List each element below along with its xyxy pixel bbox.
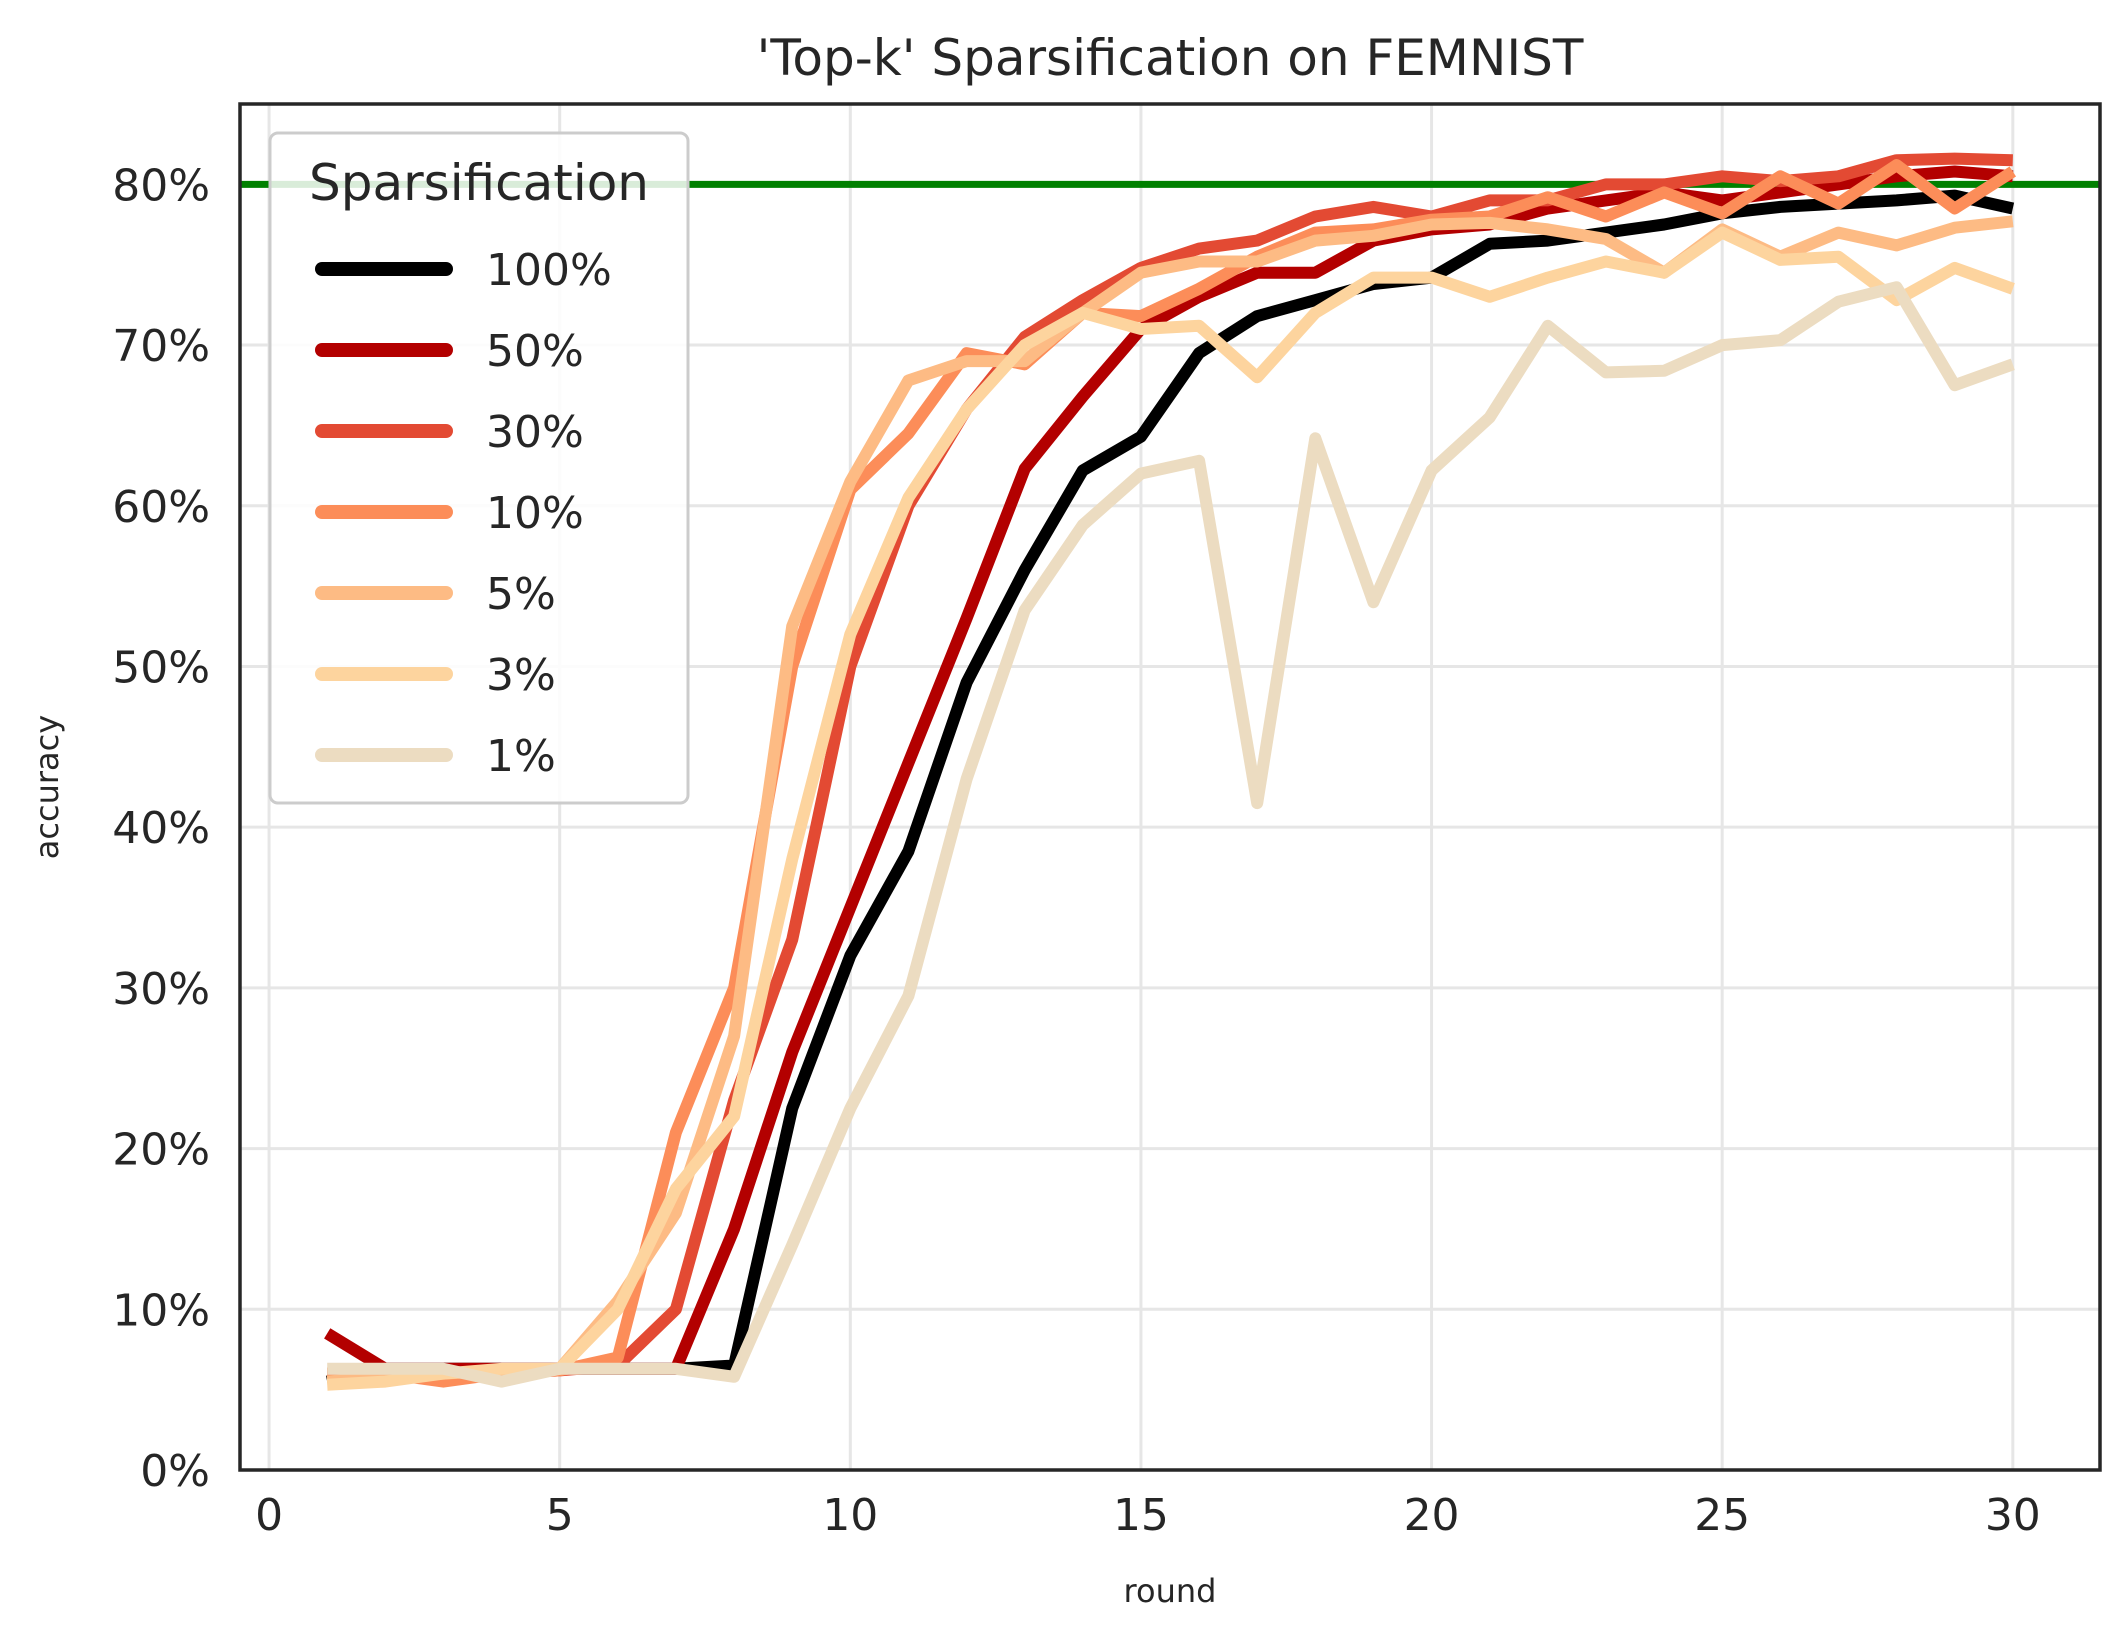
y-tick-label-60%: 60% [112,482,210,533]
legend-title: Sparsification [309,154,649,212]
series-line-3pct [326,226,2015,1391]
x-tick-label-15: 15 [1113,1490,1169,1541]
plot-frame [238,102,2102,1472]
y-tick-label-20%: 20% [112,1125,210,1176]
series-line-1pct [327,281,2015,1388]
y-tick-label-50%: 50% [112,642,210,693]
legend-label-10pct: 10% [486,488,584,539]
legend-label-3pct: 3% [486,650,556,701]
y-tick-label-80%: 80% [112,160,210,211]
x-tick-label-25: 25 [1694,1490,1750,1541]
x-axis-label: round [1124,1572,1217,1610]
y-tick-label-30%: 30% [112,964,210,1015]
legend-label-5pct: 5% [486,569,556,620]
legend-label-30pct: 30% [486,407,584,458]
legend-label-1pct: 1% [486,731,556,782]
x-tick-label-20: 20 [1404,1490,1460,1541]
series-line-10pct [327,159,2017,1388]
y-tick-label-70%: 70% [112,321,210,372]
x-tick-label-0: 0 [255,1490,283,1541]
x-tick-label-30: 30 [1985,1490,2041,1541]
legend-label-100pct: 100% [486,245,612,296]
legend-items: 100% 50% 30% 10% 5% 3% 1% [315,245,612,782]
y-tick-label-40%: 40% [112,803,210,854]
chart-title: 'Top-k' Sparsification on FEMNIST [757,29,1584,87]
y-tick-label-10%: 10% [112,1285,210,1336]
y-tick-labels: 0% 10% 20% 30% 40% 50% 60% 70% 80% [112,160,210,1497]
legend: Sparsification 100% 50% 30% 10% 5% 3% 1% [268,131,690,805]
y-axis-label: accuracy [28,715,66,859]
legend-box [268,131,690,805]
legend-label-50pct: 50% [486,326,584,377]
series-layer [324,152,2017,1391]
y-tick-label-0%: 0% [140,1446,210,1497]
x-tick-label-10: 10 [822,1490,878,1541]
x-tick-labels: 0 5 10 15 20 25 30 [255,1490,2041,1541]
x-tick-label-5: 5 [546,1490,574,1541]
